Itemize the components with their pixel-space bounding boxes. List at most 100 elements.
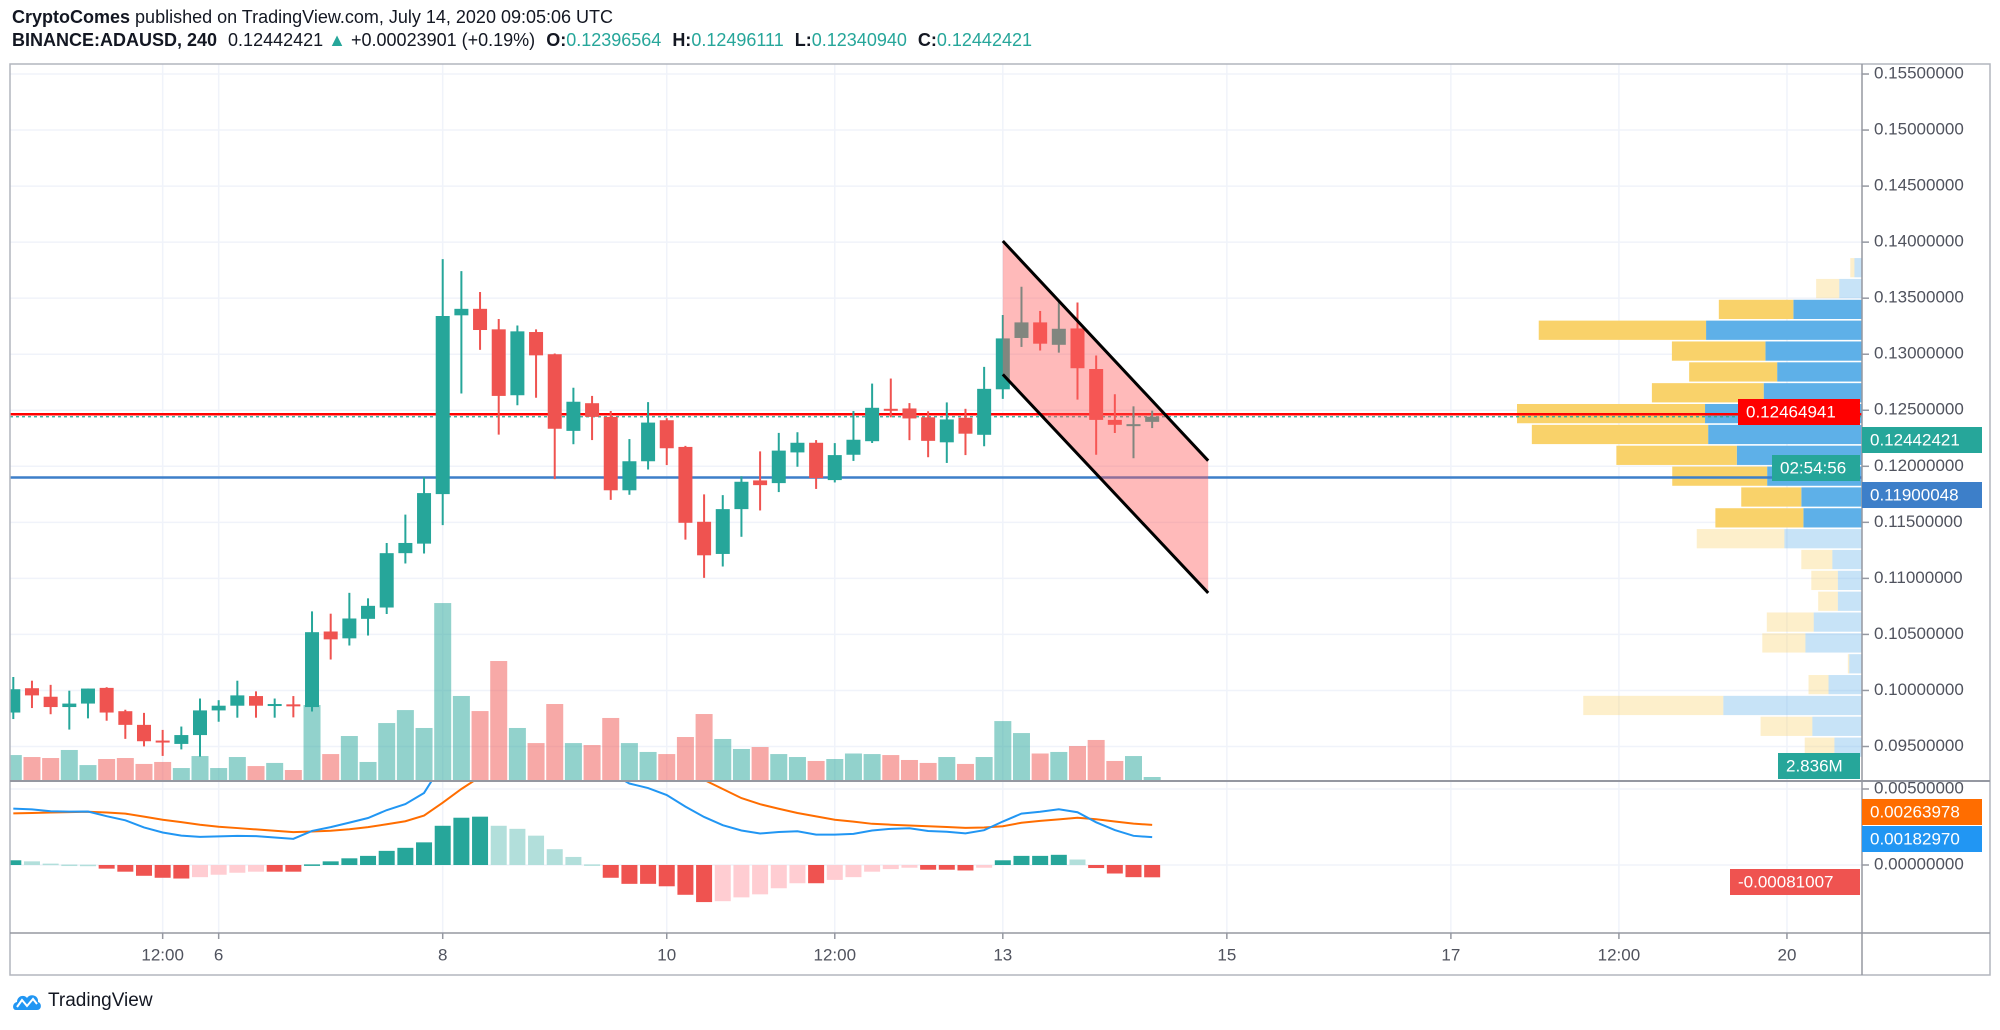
- author-name[interactable]: CryptoComes: [12, 7, 131, 27]
- volume-bar: [1012, 733, 1030, 781]
- profile-down-bar: [1741, 487, 1802, 507]
- volume-bar: [303, 705, 321, 781]
- candle: [883, 378, 898, 418]
- publish-line: CryptoComes published on TradingView.com…: [12, 6, 1032, 29]
- chart-border: [9, 63, 1991, 976]
- symbol-label[interactable]: BINANCE:ADAUSD, 240: [12, 30, 218, 50]
- candle: [361, 598, 376, 636]
- candle: [1014, 286, 1029, 347]
- profile-up-bar: [1813, 612, 1862, 632]
- profile-down-bar: [1651, 383, 1764, 403]
- profile-down-bar: [1847, 654, 1850, 674]
- candle: [155, 729, 170, 756]
- profile-down-bar: [1818, 591, 1838, 611]
- macd-histogram-bar: [378, 850, 395, 865]
- price-axis[interactable]: 0.15500000 0.15000000 0.14500000 0.14000000…: [1730, 64, 1982, 895]
- candle: [1033, 310, 1048, 351]
- macd-histogram-bar: [602, 865, 619, 878]
- horizontal-lines[interactable]: [10, 412, 1862, 479]
- tradingview-logo[interactable]: TradingView: [12, 990, 153, 1012]
- time-tick-label: 12:00: [1598, 945, 1641, 964]
- channel-upper-line[interactable]: [1001, 239, 1210, 462]
- macd-histogram-bar: [509, 828, 526, 865]
- candle-body: [1070, 328, 1085, 369]
- candle-body: [1145, 416, 1160, 422]
- macd-histogram-bar: [565, 856, 582, 865]
- pane-frame: [9, 63, 1991, 976]
- profile-down-bar: [1766, 612, 1814, 632]
- macd-histogram-bar: [341, 858, 358, 865]
- candle: [753, 451, 768, 511]
- candle-body: [473, 308, 488, 331]
- volume-bar: [975, 757, 993, 781]
- macd-histogram-bar: [789, 865, 806, 884]
- candle-body: [958, 417, 973, 434]
- candle-body: [1051, 328, 1066, 345]
- candle-body: [1033, 322, 1048, 344]
- profile-down-bar: [1531, 424, 1709, 445]
- candle: [678, 445, 693, 540]
- profile-up-bar: [1708, 424, 1862, 445]
- time-tick-label: 15: [1217, 945, 1236, 964]
- macd-histogram-bar: [621, 865, 638, 884]
- macd-histogram-bar: [808, 865, 825, 884]
- candle: [43, 684, 58, 715]
- profile-down-bar: [1672, 466, 1768, 486]
- candle-body: [1126, 424, 1141, 427]
- candle-body: [809, 442, 824, 479]
- low-value: 0.12340940: [811, 30, 907, 50]
- legend-line: BINANCE:ADAUSD, 240 0.12442421 ▲ +0.0002…: [12, 29, 1032, 52]
- time-tick-label: 17: [1441, 945, 1460, 964]
- profile-up-bar: [1849, 654, 1862, 674]
- macd-histogram-bar: [434, 825, 451, 865]
- macd-value-badge: 0.00182970: [1870, 829, 1960, 848]
- candle: [921, 411, 936, 458]
- volume-bar: [527, 743, 545, 781]
- profile-down-bar: [1689, 362, 1778, 382]
- volume-bar: [658, 754, 676, 781]
- candle: [10, 677, 21, 720]
- volume-bars: [10, 603, 1161, 781]
- macd-signal-line: [13, 782, 1153, 834]
- candle-body: [398, 542, 413, 554]
- profile-down-bar: [1583, 695, 1724, 716]
- time-axis[interactable]: 12:00 6 8 10 12:00 13 15 17 12:00 20: [141, 933, 1796, 964]
- volume-bar: [1050, 751, 1068, 781]
- candle: [846, 411, 861, 461]
- profile-up-bar: [1763, 383, 1862, 403]
- candle-body: [136, 724, 151, 742]
- volume-bar: [135, 763, 153, 781]
- volume-badge: 2.836M: [1786, 756, 1843, 775]
- candle-body: [1089, 369, 1104, 420]
- candle-body: [753, 480, 768, 486]
- candle-body: [10, 689, 21, 713]
- bar-countdown-badge: 02:54:56: [1780, 458, 1846, 477]
- volume-badge-bg: [1778, 753, 1860, 779]
- candle: [547, 353, 562, 480]
- candle-body: [510, 331, 525, 396]
- price-tick-label: 0.09500000: [1874, 736, 1964, 755]
- candle: [305, 611, 320, 712]
- candle: [1126, 406, 1141, 459]
- profile-up-bar: [1777, 362, 1862, 382]
- descending-channel[interactable]: [1001, 239, 1210, 594]
- volume-bar: [1068, 746, 1086, 781]
- candle: [118, 709, 133, 739]
- macd-histogram-bar: [546, 849, 563, 865]
- candle: [958, 408, 973, 456]
- macd-value-badge-bg: [1862, 826, 1982, 852]
- channel-lower-line[interactable]: [1001, 373, 1210, 594]
- candle: [510, 325, 525, 406]
- candle: [1145, 410, 1160, 429]
- last-price: 0.12442421: [228, 30, 324, 50]
- macd-histogram-bar: [677, 865, 694, 895]
- profile-down-bar: [1671, 341, 1766, 361]
- close-value: 0.12442421: [936, 30, 1032, 50]
- volume-bar: [434, 603, 452, 781]
- price-tick-label: 0.11000000: [1874, 568, 1963, 587]
- candle: [398, 514, 413, 564]
- volume-bar: [266, 762, 284, 781]
- volume-bar: [751, 747, 769, 781]
- macd-pane: [10, 782, 1161, 903]
